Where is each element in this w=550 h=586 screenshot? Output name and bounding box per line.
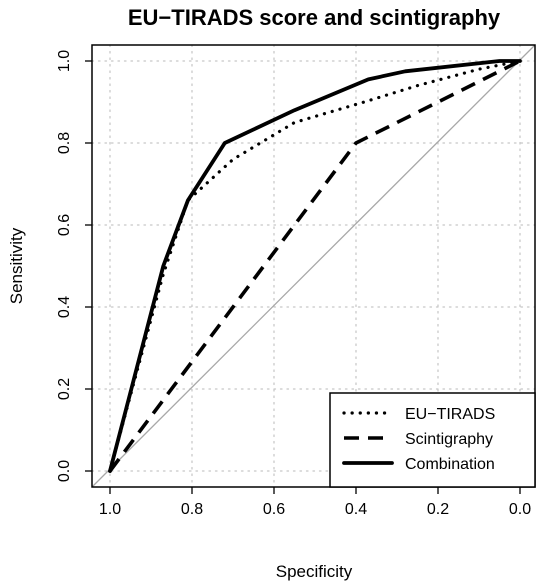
grid — [91, 44, 536, 488]
chart-title: EU−TIRADS score and scintigraphy — [128, 5, 501, 30]
y-tick-label: 0.4 — [56, 296, 73, 318]
series-line-dotted — [108, 59, 522, 473]
x-axis: 1.0 0.8 0.6 0.4 0.2 0.0 — [99, 487, 531, 518]
y-tick-label: 1.0 — [56, 50, 73, 72]
legend: EU−TIRADS Scintigraphy Combination — [329, 392, 536, 488]
y-tick-label: 0.2 — [56, 378, 73, 400]
x-tick-label: 0.8 — [181, 501, 203, 518]
x-tick-label: 0.0 — [509, 501, 531, 518]
diagonal-reference-line — [91, 44, 536, 488]
x-axis-label: Specificity — [276, 562, 353, 581]
series-lines — [108, 59, 522, 473]
legend-label: EU−TIRADS — [405, 406, 495, 423]
x-tick-label: 0.2 — [427, 501, 449, 518]
y-tick-label: 0.6 — [56, 214, 73, 236]
y-tick-label: 0.0 — [56, 460, 73, 482]
x-tick-label: 0.6 — [263, 501, 285, 518]
x-tick-label: 0.4 — [345, 501, 367, 518]
y-axis: 0.0 0.2 0.4 0.6 0.8 1.0 — [56, 50, 92, 482]
legend-label: Scintigraphy — [405, 431, 493, 448]
plot-frame — [91, 44, 536, 488]
y-tick-label: 0.8 — [56, 132, 73, 154]
legend-box — [329, 392, 536, 488]
series-line-solid — [108, 59, 522, 473]
y-axis-label: Sensitivity — [7, 227, 26, 304]
x-tick-label: 1.0 — [99, 501, 121, 518]
legend-label: Combination — [405, 456, 495, 473]
series-line-dashed — [108, 59, 521, 473]
